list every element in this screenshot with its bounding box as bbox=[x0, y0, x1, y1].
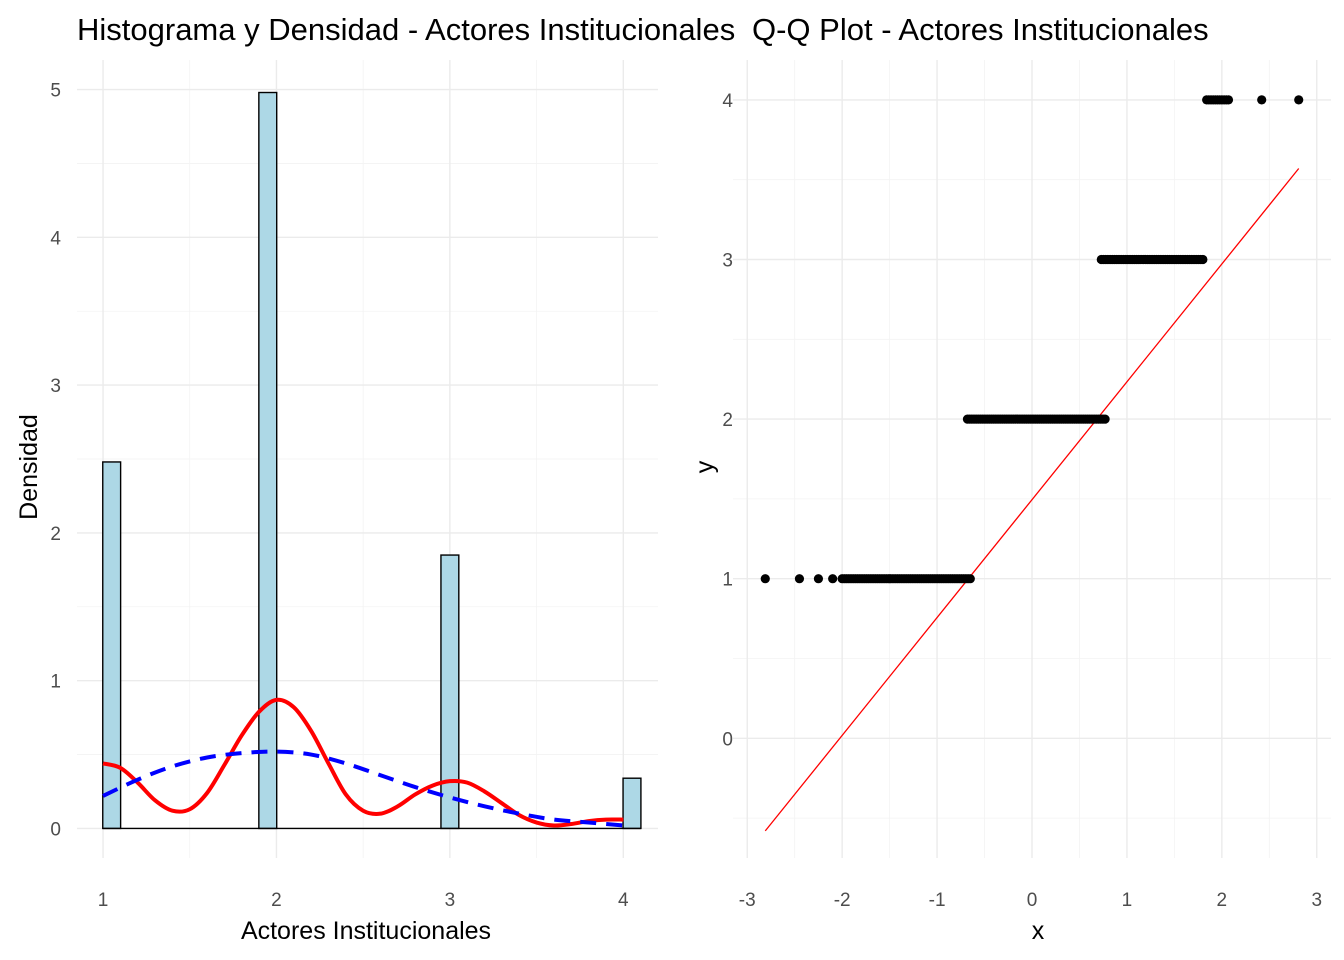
x-tick-label: 3 bbox=[445, 890, 456, 911]
qq-reference-line bbox=[764, 168, 1300, 832]
histogram-bar bbox=[102, 461, 122, 830]
qq-x-axis-label: x bbox=[1032, 917, 1045, 945]
x-tick-label: -3 bbox=[739, 890, 756, 911]
qq-point bbox=[1294, 95, 1304, 105]
qq-plot-panel: -3 -2 -1 0 1 2 3 0 1 2 3 4 Q-Q Plot - Actores Insti… bbox=[691, 12, 1331, 945]
histogram-bar bbox=[622, 777, 642, 830]
x-tick-label: 2 bbox=[1217, 890, 1228, 911]
y-tick-label: 2 bbox=[722, 410, 733, 431]
qq-y-axis-label: y bbox=[691, 460, 719, 473]
histogram-bars bbox=[102, 91, 642, 830]
normal-density-curve bbox=[102, 749, 624, 828]
histogram-x-axis-label: Actores Institucionales bbox=[241, 917, 491, 945]
y-tick-label: 0 bbox=[50, 819, 61, 840]
histogram-gridlines bbox=[77, 60, 658, 858]
histogram-bar bbox=[258, 91, 278, 830]
qq-point bbox=[813, 574, 824, 584]
y-tick-label: 3 bbox=[50, 376, 61, 397]
histogram-y-axis-label: Densidad bbox=[15, 414, 43, 520]
x-tick-label: 1 bbox=[1122, 890, 1133, 911]
histogram-tick-labels: 1 2 3 4 0 1 2 3 4 5 bbox=[50, 81, 629, 911]
qq-points bbox=[760, 95, 1304, 584]
y-tick-label: 0 bbox=[722, 729, 733, 750]
qq-line bbox=[764, 168, 1300, 832]
kernel-density-curve bbox=[102, 697, 624, 828]
histogram-title: Histograma y Densidad - Actores Instituc… bbox=[77, 12, 735, 47]
y-tick-label: 1 bbox=[50, 672, 61, 693]
qq-point bbox=[760, 574, 770, 584]
y-tick-label: 3 bbox=[722, 251, 733, 272]
qq-point bbox=[1198, 254, 1208, 265]
qq-point bbox=[1100, 414, 1110, 424]
density-curves bbox=[102, 697, 624, 828]
x-tick-label: -2 bbox=[834, 890, 851, 911]
qq-point bbox=[965, 574, 975, 584]
x-tick-label: -1 bbox=[929, 890, 946, 911]
x-tick-label: 1 bbox=[98, 890, 109, 911]
y-tick-label: 5 bbox=[50, 81, 61, 102]
x-tick-label: 0 bbox=[1027, 890, 1038, 911]
qq-tick-labels: -3 -2 -1 0 1 2 3 0 1 2 3 4 bbox=[722, 91, 1322, 911]
qq-plot-title: Q-Q Plot - Actores Institucionales bbox=[752, 12, 1209, 47]
qq-point bbox=[794, 574, 805, 584]
y-tick-label: 4 bbox=[722, 91, 733, 112]
qq-point bbox=[1257, 95, 1267, 105]
y-tick-label: 2 bbox=[50, 524, 61, 545]
qq-point bbox=[828, 574, 838, 584]
qq-point bbox=[1223, 95, 1234, 105]
y-tick-label: 1 bbox=[722, 570, 733, 591]
histogram-bar bbox=[440, 554, 460, 830]
qq-gridlines bbox=[733, 60, 1331, 858]
histogram-panel: 1 2 3 4 0 1 2 3 4 5 Histograma y Densidad - Actor… bbox=[15, 12, 735, 945]
x-tick-label: 3 bbox=[1311, 890, 1322, 911]
x-tick-label: 4 bbox=[618, 890, 629, 911]
y-tick-label: 4 bbox=[50, 228, 61, 249]
x-tick-label: 2 bbox=[271, 890, 282, 911]
